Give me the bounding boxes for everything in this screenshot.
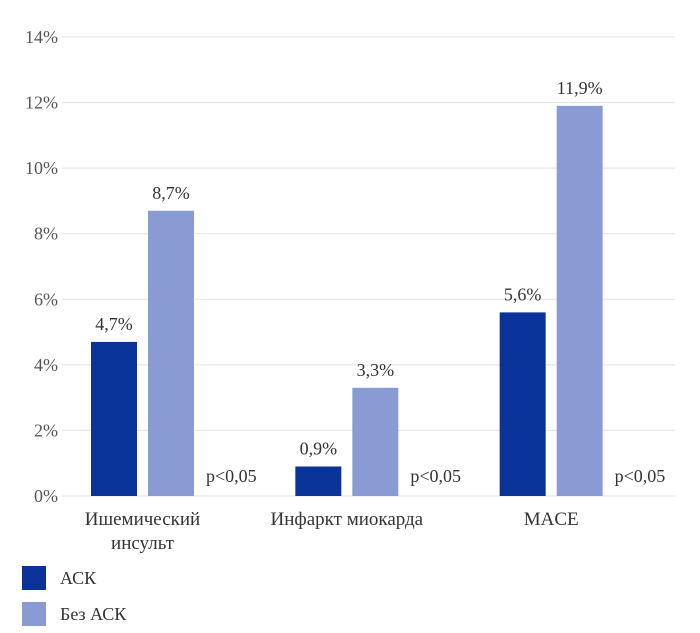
data-label: 4,7% <box>95 314 133 334</box>
y-tick-label: 0% <box>34 486 58 506</box>
y-tick-label: 14% <box>25 27 58 47</box>
data-label: 0,9% <box>300 438 338 458</box>
bar <box>148 210 194 496</box>
p-value-annotation: p<0,05 <box>615 466 666 486</box>
legend: АСК Без АСК <box>22 560 126 632</box>
y-tick-label: 2% <box>34 420 58 440</box>
y-tick-label: 6% <box>34 289 58 309</box>
legend-label-no-ask: Без АСК <box>60 603 127 624</box>
y-tick-label: 8% <box>34 224 58 244</box>
bar <box>91 341 137 496</box>
legend-swatch-ask <box>22 566 46 590</box>
bar <box>352 387 399 496</box>
p-value-annotation: p<0,05 <box>206 466 257 486</box>
legend-label-ask: АСК <box>60 567 97 588</box>
bar <box>556 105 603 496</box>
category-label: Ишемический <box>85 509 200 530</box>
bar <box>499 312 546 496</box>
y-tick-label: 10% <box>25 158 58 178</box>
legend-item-ask: АСК <box>22 560 126 596</box>
category-label: MACE <box>524 509 579 530</box>
data-label: 3,3% <box>357 360 395 380</box>
data-label: 11,9% <box>557 78 603 98</box>
data-label: 8,7% <box>152 183 190 203</box>
y-tick-label: 4% <box>34 355 58 375</box>
y-tick-label: 12% <box>25 93 58 113</box>
category-label: Инфаркт миокарда <box>271 509 424 530</box>
p-value-annotation: p<0,05 <box>410 466 461 486</box>
category-label: инсульт <box>111 533 175 554</box>
bar-chart: 0% 2% 4% 6% 8% 10% 12% 14% 4,7% 8,7% p<0,05 Ишемиче… <box>25 27 675 554</box>
data-label: 5,6% <box>504 284 542 304</box>
legend-item-no-ask: Без АСК <box>22 596 126 632</box>
legend-swatch-no-ask <box>22 602 46 626</box>
bar <box>295 466 342 496</box>
